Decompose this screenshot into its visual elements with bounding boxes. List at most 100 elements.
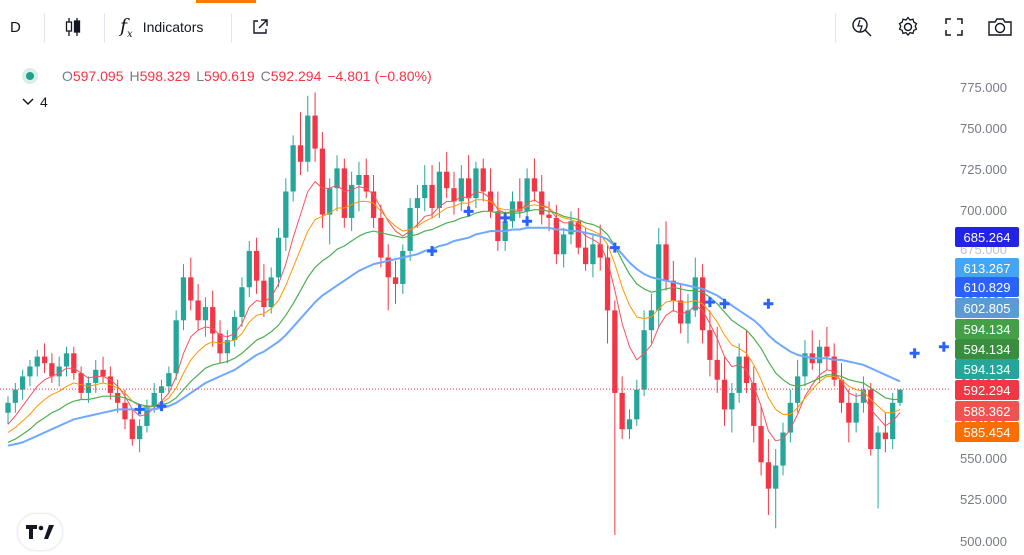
- candle-body: [451, 188, 457, 202]
- indicators-label: Indicators: [142, 19, 204, 35]
- candle-body: [312, 115, 318, 149]
- candle-body: [795, 376, 801, 403]
- candle-body: [115, 392, 121, 403]
- ohlc-legend: O 597.095 H 598.329 L 590.619 C 592.294 −4.8…: [22, 68, 432, 84]
- chart-type-button[interactable]: [62, 10, 84, 44]
- settings-button[interactable]: [896, 10, 920, 44]
- candle-body: [612, 310, 618, 393]
- candle-body: [173, 320, 179, 374]
- candle-body: [5, 402, 11, 413]
- signal-cross-marker: [719, 298, 730, 309]
- candle-body: [619, 392, 625, 430]
- top-toolbar: D fx Indicators: [0, 0, 1024, 52]
- moving-average-line: [7, 226, 901, 447]
- candle-body: [166, 373, 172, 387]
- price-label: 602.805: [955, 298, 1019, 318]
- interval-button[interactable]: D: [10, 10, 21, 44]
- candle-body: [71, 353, 77, 374]
- candle-body: [180, 277, 187, 321]
- price-axis-tick: 725.000: [960, 162, 1007, 178]
- low-value: 590.619: [204, 68, 255, 84]
- candle-body: [158, 386, 165, 393]
- candle-body: [480, 168, 486, 192]
- candle-body: [444, 171, 450, 189]
- toolbar-divider: [44, 14, 45, 42]
- candle-body: [853, 402, 859, 423]
- candle-body: [334, 168, 340, 189]
- candle-body: [385, 257, 391, 278]
- signal-cross-marker: [938, 341, 949, 352]
- indicators-toggle[interactable]: 4: [22, 94, 48, 110]
- candle-body: [49, 363, 55, 377]
- signal-cross-marker: [427, 245, 438, 256]
- candle-body: [129, 419, 135, 440]
- candle-body: [568, 221, 574, 235]
- candle-body: [780, 432, 786, 466]
- candle-body: [356, 174, 362, 185]
- candle-body: [582, 247, 589, 265]
- candle-body: [422, 184, 428, 199]
- price-label: 588.362: [955, 401, 1019, 421]
- chevron-down-icon: [22, 94, 34, 110]
- price-axis-tick: 700.000: [960, 203, 1007, 219]
- price-label: 613.267: [955, 258, 1019, 278]
- candle-body: [56, 366, 62, 377]
- price-axis-tick: 750.000: [960, 120, 1007, 136]
- candle-body: [626, 419, 633, 430]
- candle-body: [268, 277, 274, 308]
- low-label: L: [196, 68, 205, 84]
- tradingview-logo[interactable]: [18, 514, 62, 550]
- search-zoom-button[interactable]: [850, 10, 874, 44]
- candle-body: [349, 184, 355, 218]
- candle-body: [707, 330, 713, 360]
- candle-body: [860, 389, 867, 403]
- candle-body: [261, 280, 267, 308]
- toolbar-divider: [835, 14, 836, 42]
- toolbar-divider: [231, 14, 232, 42]
- candle-body: [816, 346, 823, 364]
- candle-body: [685, 310, 691, 324]
- candle-body: [151, 392, 157, 407]
- candle-body: [597, 244, 603, 258]
- popout-button[interactable]: [250, 10, 270, 44]
- candle-body: [297, 145, 304, 162]
- candle-body: [319, 148, 326, 215]
- fx-icon: fx: [120, 14, 133, 40]
- candle-body: [802, 353, 808, 377]
- close-label: C: [260, 68, 271, 84]
- fullscreen-button[interactable]: [943, 10, 965, 44]
- candle-body: [400, 250, 406, 284]
- popout-icon: [250, 17, 270, 37]
- signal-cross-marker: [463, 206, 474, 217]
- gear-icon: [896, 15, 920, 39]
- candle-body: [210, 307, 216, 334]
- candle-body: [378, 217, 384, 258]
- candle-body: [27, 366, 33, 377]
- signal-cross-marker: [156, 401, 167, 412]
- price-axis-tick: 500.000: [960, 533, 1007, 549]
- candle-body: [253, 250, 260, 281]
- candle-body: [246, 250, 252, 288]
- candle-body: [670, 280, 676, 301]
- change-value: −4.801 (−0.80%): [327, 68, 432, 84]
- candle-body: [838, 379, 845, 403]
- signal-cross-marker: [909, 348, 920, 359]
- camera-icon: [987, 16, 1013, 38]
- candle-body: [188, 277, 194, 301]
- candle-body: [78, 373, 84, 393]
- candle-body: [721, 379, 728, 410]
- candle-body: [663, 244, 669, 281]
- search-zoom-icon: [850, 15, 874, 39]
- candle-body: [224, 340, 230, 354]
- candle-body: [465, 178, 472, 199]
- open-label: O: [62, 68, 73, 84]
- candle-body: [458, 178, 464, 202]
- screenshot-button[interactable]: [987, 10, 1013, 44]
- moving-average-line: [7, 199, 901, 433]
- price-chart[interactable]: [0, 52, 1024, 555]
- indicators-button[interactable]: fx Indicators: [120, 10, 203, 44]
- price-label: 594.134: [955, 359, 1019, 379]
- candle-body: [436, 171, 443, 209]
- candle-body: [648, 310, 655, 331]
- candle-body: [641, 330, 647, 390]
